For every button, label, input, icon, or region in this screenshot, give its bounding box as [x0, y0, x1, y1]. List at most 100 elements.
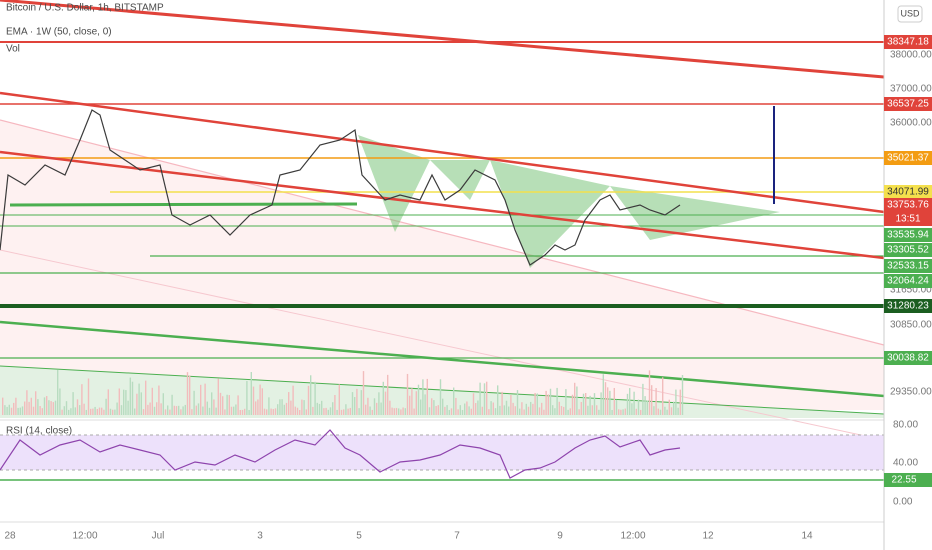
price-tag: 33535.94 — [884, 228, 932, 242]
price-tag-box — [884, 259, 932, 273]
volume-bar — [8, 404, 10, 415]
volume-bar — [545, 390, 547, 415]
volume-bar — [123, 389, 125, 415]
volume-bar — [307, 385, 310, 415]
volume-bar — [351, 392, 354, 415]
volume-bar — [107, 389, 109, 415]
time-axis-label: 12:00 — [72, 531, 97, 542]
volume-bar — [376, 402, 378, 415]
volume-bar — [76, 399, 79, 415]
volume-bar — [30, 397, 32, 415]
volume-bar — [444, 406, 446, 415]
volume-bar — [39, 406, 41, 415]
volume-bar — [237, 395, 239, 415]
volume-bar — [81, 384, 83, 415]
volume-bar — [74, 407, 76, 415]
volume-bar — [510, 395, 512, 415]
volume-bar — [367, 397, 369, 415]
volume-bar — [65, 401, 68, 415]
volume-bar — [197, 403, 200, 415]
volume-bar — [72, 392, 74, 415]
volume-bar — [593, 393, 596, 415]
volume-bars — [2, 369, 684, 415]
price-tag-label: 38347.18 — [887, 37, 929, 48]
volume-bar — [578, 409, 580, 415]
volume-bar — [195, 405, 197, 415]
price-tag-label: 33753.76 — [887, 200, 929, 211]
volume-bar — [200, 384, 202, 415]
volume-bar — [391, 407, 393, 415]
volume-bar — [512, 402, 514, 415]
volume-bar — [255, 401, 257, 415]
volume-bar — [521, 402, 523, 415]
volume-bar — [563, 406, 565, 415]
price-tag: 38347.18 — [884, 35, 932, 49]
volume-bar — [580, 401, 582, 415]
time-axis-label: 7 — [454, 531, 460, 542]
indicator-label: EMA · 1W (50, close, 0) — [6, 27, 112, 38]
price-tag-box — [884, 97, 932, 111]
volume-bar — [668, 399, 670, 415]
time-axis-label: Jul — [152, 531, 165, 542]
volume-bar — [651, 385, 653, 415]
volume-bar — [83, 403, 85, 415]
price-tag-label: 34071.99 — [887, 187, 929, 198]
volume-bar — [279, 399, 281, 415]
price-tag-box — [884, 243, 932, 257]
volume-bar — [343, 409, 345, 415]
volume-bar — [50, 401, 52, 415]
volume-bar — [600, 392, 602, 415]
volume-bar — [6, 406, 8, 415]
volume-bar — [585, 392, 587, 415]
volume-bar — [233, 406, 235, 415]
price-tag-label: 33305.52 — [887, 245, 929, 256]
volume-bar — [2, 397, 4, 415]
volume-bar — [659, 409, 662, 415]
volume-bar — [354, 397, 356, 415]
trend-line — [0, 0, 885, 79]
volume-bar — [490, 401, 492, 415]
volume-bar — [54, 400, 57, 415]
volume-bar — [26, 390, 28, 415]
trend-line — [0, 320, 885, 398]
rsi-path — [0, 429, 681, 479]
volume-bar — [356, 388, 358, 415]
volume-bar — [398, 408, 400, 415]
volume-bar — [263, 408, 266, 415]
volume-bar — [186, 372, 189, 415]
volume-bar — [338, 384, 340, 415]
volume-bar — [134, 408, 136, 415]
volume-bar — [457, 409, 459, 415]
volume-bar — [235, 404, 237, 415]
volume-bar — [68, 409, 70, 415]
volume-bar — [17, 407, 19, 415]
volume-bar — [4, 405, 6, 415]
volume-bar — [292, 385, 294, 415]
volume-bar — [318, 403, 321, 415]
volume-bar — [325, 407, 327, 415]
volume-bar — [653, 406, 655, 415]
volume-bar — [558, 401, 560, 415]
price-tag-label: 31280.23 — [887, 301, 929, 312]
volume-bar — [70, 408, 72, 415]
volume-bar — [219, 392, 222, 415]
volume-bar — [615, 399, 618, 415]
volume-bar — [409, 395, 411, 415]
volume-bar — [618, 409, 620, 415]
volume-bar — [413, 408, 415, 415]
volume-bar — [428, 407, 431, 415]
volume-bar — [13, 402, 15, 415]
price-axis-label: 36000.00 — [890, 118, 932, 129]
volume-bar — [646, 400, 648, 415]
volume-bar — [538, 407, 541, 415]
volume-bar — [327, 409, 329, 415]
volume-bar — [204, 383, 206, 415]
volume-bar — [41, 408, 43, 415]
rsi-axis-label: 80.00 — [893, 420, 918, 431]
price-axis-label: 30850.00 — [890, 320, 932, 331]
volume-bar — [87, 378, 90, 415]
volume-bar — [417, 384, 420, 415]
price-axis-label: 31650.00 — [890, 285, 932, 296]
volume-bar — [270, 408, 272, 415]
currency-button[interactable] — [897, 5, 923, 23]
